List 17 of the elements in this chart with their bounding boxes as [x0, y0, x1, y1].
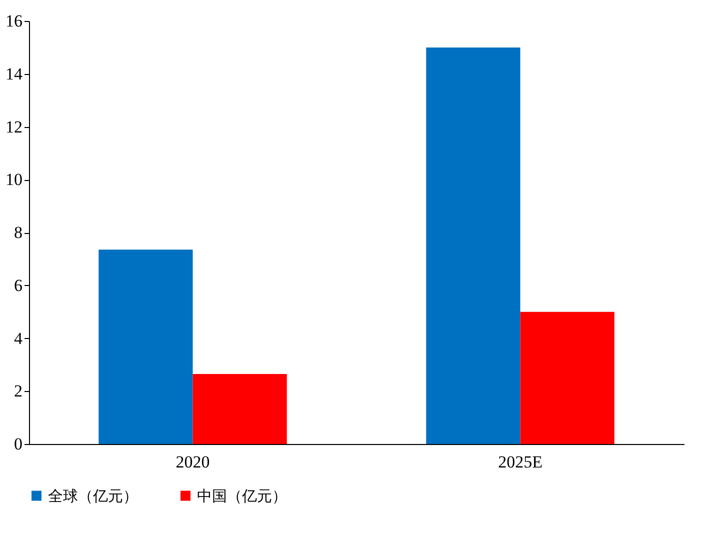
- bar: [192, 374, 287, 444]
- y-tick-label: 4: [14, 328, 23, 348]
- y-tick-label: 2: [14, 382, 22, 401]
- y-tick-label: 14: [6, 64, 23, 84]
- y-tick-label: 0: [14, 434, 22, 454]
- bar: [426, 47, 520, 444]
- bar: [520, 312, 614, 444]
- legend-label: 中国（亿元）: [197, 486, 287, 505]
- x-tick-label: 2020: [176, 452, 210, 472]
- bar: [98, 250, 193, 444]
- y-tick-label: 8: [14, 223, 22, 242]
- y-tick-label: 12: [6, 117, 22, 136]
- y-tick-label: 6: [14, 276, 22, 295]
- legend-label: 全球（亿元）: [48, 486, 138, 505]
- y-tick-label: 10: [6, 170, 22, 190]
- y-tick-label: 16: [6, 12, 22, 30]
- x-tick-label: 2025E: [498, 452, 542, 472]
